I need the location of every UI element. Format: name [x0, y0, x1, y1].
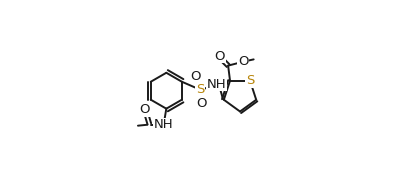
Text: O: O — [190, 70, 201, 83]
Text: S: S — [196, 83, 205, 96]
Text: NH: NH — [207, 78, 226, 91]
Text: S: S — [246, 74, 254, 87]
Text: O: O — [238, 55, 248, 68]
Text: NH: NH — [154, 118, 173, 131]
Text: O: O — [196, 98, 207, 110]
Text: O: O — [140, 103, 150, 116]
Text: O: O — [214, 50, 225, 63]
